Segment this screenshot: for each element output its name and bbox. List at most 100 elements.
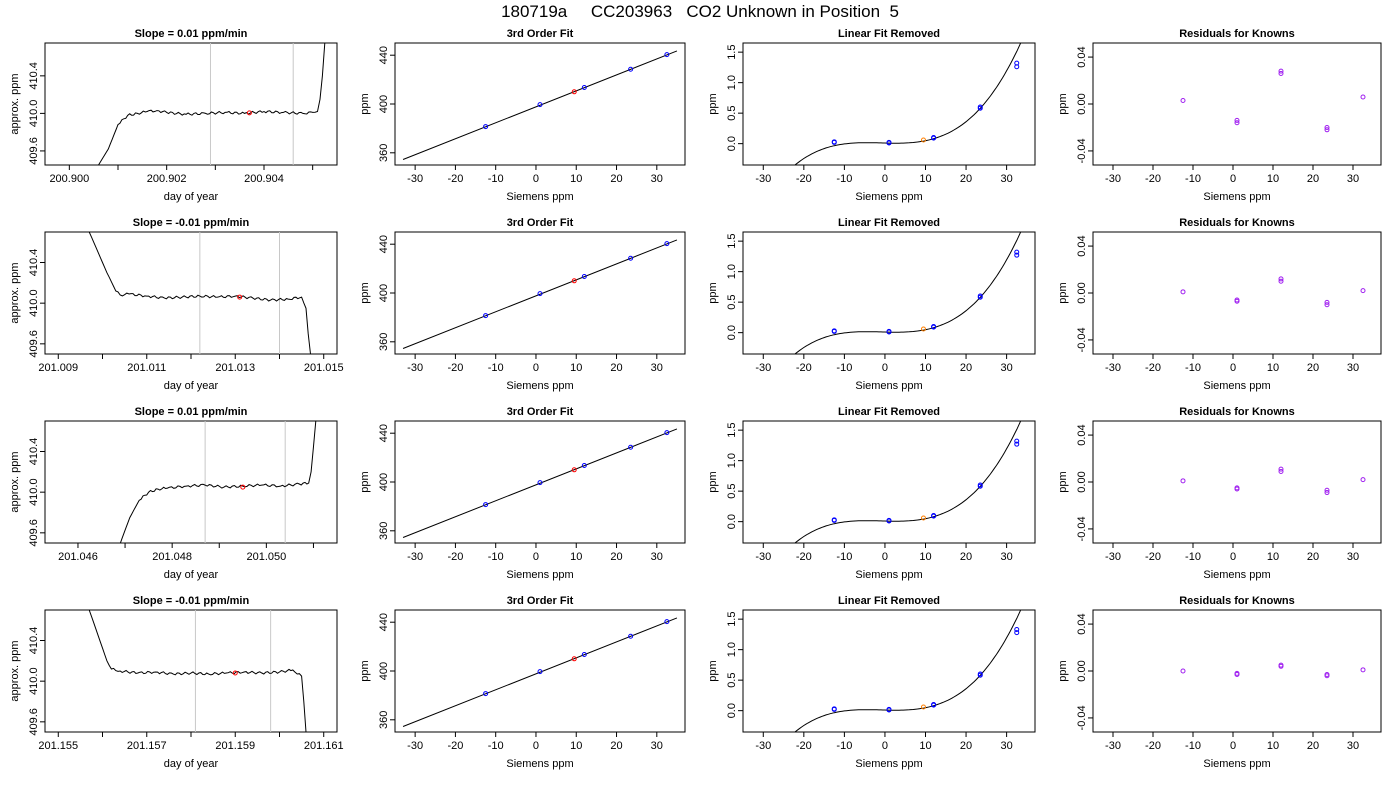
x-tick-label: -20	[796, 740, 812, 752]
x-tick-label: 10	[1267, 362, 1279, 374]
x-tick-label: 0	[1230, 173, 1236, 185]
x-tick-label: -20	[447, 173, 463, 185]
panel-fit-row-2: 3rd Order Fit -30 -20 -10 0 10 20 30 360 400 440 Si…	[359, 217, 686, 392]
x-tick-label: -30	[1105, 551, 1121, 563]
x-tick-label: 201.013	[215, 362, 255, 374]
x-tick-label: -20	[447, 551, 463, 563]
panel-residuals-row-3: Residuals for Knowns -30 -20 -10 0 10 20 30 -0.0…	[1057, 406, 1382, 581]
x-axis-label: day of year	[164, 569, 219, 581]
standard-point	[537, 102, 543, 108]
y-tick-label: 0.00	[1076, 93, 1088, 114]
x-tick-label: 0	[882, 551, 888, 563]
x-tick-label: 10	[919, 173, 931, 185]
y-tick-label: 0.5	[726, 106, 738, 121]
panel-title: Residuals for Knowns	[1179, 217, 1295, 229]
x-tick-label: 0	[533, 362, 539, 374]
x-tick-label: 200.902	[147, 173, 187, 185]
unknown-point	[920, 515, 926, 521]
y-tick-label: 0.04	[1076, 46, 1088, 67]
unknown-point	[920, 704, 926, 710]
standard-point	[628, 66, 634, 72]
residual-point	[1234, 117, 1240, 123]
unknown-point	[571, 278, 577, 284]
x-tick-label: 30	[1347, 173, 1359, 185]
tank-id: CC203963	[590, 2, 673, 21]
y-tick-label: 1.0	[726, 453, 738, 468]
standard-point	[581, 652, 587, 658]
x-tick-label: 20	[1307, 362, 1319, 374]
fit-line	[402, 428, 678, 538]
x-tick-label: 30	[1000, 551, 1012, 563]
standard-point	[483, 313, 489, 319]
x-tick-label: -30	[755, 362, 771, 374]
x-tick-label: 200.904	[244, 173, 284, 185]
fit-line	[402, 617, 678, 727]
standard-point	[831, 517, 837, 523]
x-tick-label: -30	[755, 740, 771, 752]
x-tick-label: 30	[1347, 740, 1359, 752]
panel-raw-row-2: Slope = -0.01 ppm/min 201.009 201.011 201.0…	[9, 217, 344, 392]
y-axis-label: ppm	[359, 471, 371, 492]
panel-data	[794, 43, 1022, 165]
standard-point	[628, 633, 634, 639]
standard-point	[831, 706, 837, 712]
plot-frame	[44, 420, 338, 544]
y-tick-label: 1.5	[726, 423, 738, 438]
y-axis-label: approx. ppm	[9, 262, 21, 323]
panel-data	[402, 239, 678, 349]
residual-point	[1360, 477, 1366, 483]
x-axis-label: day of year	[164, 380, 219, 392]
y-tick-label: 360	[378, 711, 390, 729]
plot-frame	[44, 42, 338, 166]
x-tick-label: 20	[610, 362, 622, 374]
residual-point	[1324, 487, 1330, 493]
standard-point	[581, 463, 587, 469]
x-tick-label: 30	[1347, 362, 1359, 374]
y-axis-label: ppm	[707, 471, 719, 492]
standard-point	[1014, 249, 1020, 255]
standard-point	[537, 291, 543, 297]
y-tick-label: 1.0	[726, 75, 738, 90]
y-tick-label: 0.00	[1076, 282, 1088, 303]
x-tick-label: 20	[960, 362, 972, 374]
y-tick-label: 0.0	[726, 325, 738, 340]
y-tick-label: 409.6	[28, 330, 40, 358]
unknown-point	[571, 467, 577, 473]
y-tick-label: 360	[378, 522, 390, 540]
x-axis-label: Siemens ppm	[506, 380, 573, 392]
raw-trace-line	[119, 421, 317, 543]
x-tick-label: 10	[570, 551, 582, 563]
panel-data	[119, 421, 317, 543]
y-tick-label: 410.4	[28, 249, 40, 277]
x-tick-label: -20	[796, 173, 812, 185]
plot-frame	[1092, 42, 1382, 166]
panel-title: 3rd Order Fit	[507, 406, 574, 418]
x-tick-label: 30	[651, 173, 663, 185]
x-tick-label: 20	[610, 173, 622, 185]
y-tick-label: 1.5	[726, 45, 738, 60]
x-tick-label: 10	[919, 362, 931, 374]
fit-line	[402, 239, 678, 349]
plot-frame	[394, 231, 686, 355]
y-tick-label: 440	[378, 46, 390, 64]
residual-point	[1324, 490, 1330, 496]
x-tick-label: 10	[919, 740, 931, 752]
y-tick-label: 360	[378, 333, 390, 351]
panel-fit-row-3: 3rd Order Fit -30 -20 -10 0 10 20 30 360 400 440 Si…	[359, 406, 686, 581]
panel-title: Residuals for Knowns	[1179, 406, 1295, 418]
x-tick-label: 0	[1230, 362, 1236, 374]
panel-title: Slope = -0.01 ppm/min	[133, 217, 250, 229]
standard-point	[664, 619, 670, 625]
panel-data	[88, 610, 307, 732]
x-tick-label: 10	[1267, 551, 1279, 563]
y-tick-label: 400	[378, 473, 390, 491]
raw-trace-line	[88, 232, 311, 354]
y-tick-label: 0.5	[726, 673, 738, 688]
y-axis-label: ppm	[1057, 93, 1069, 114]
plot-frame	[742, 231, 1036, 355]
x-axis-label: Siemens ppm	[855, 191, 922, 203]
residual-point	[1324, 299, 1330, 305]
x-tick-label: 201.011	[127, 362, 166, 374]
cubic-curve	[794, 421, 1022, 543]
y-tick-label: 409.6	[28, 519, 40, 547]
